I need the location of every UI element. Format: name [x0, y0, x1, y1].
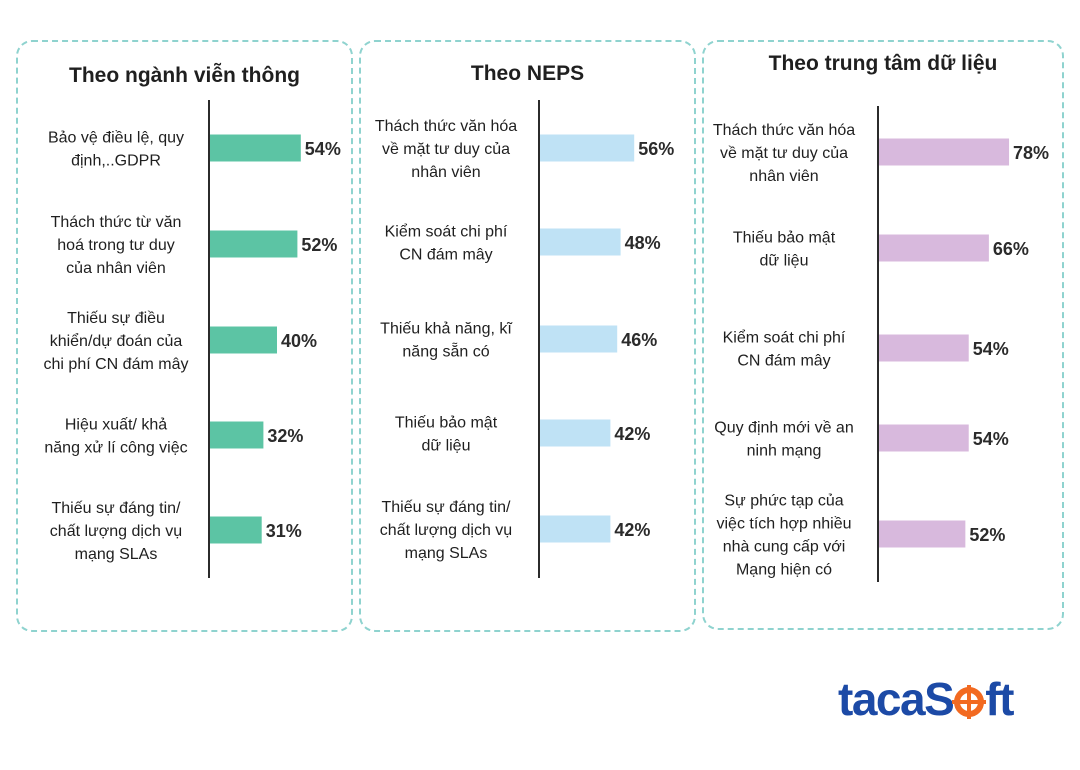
- category-label: Thách thức văn hóa về mặt tư duy của nhân …: [713, 122, 855, 185]
- value-label: 54%: [973, 339, 1009, 359]
- category-label-line: CN đám mây: [737, 353, 830, 370]
- tacasoft-logo: tacaS ft: [838, 672, 1048, 732]
- category-label-line: Thách thức từ văn: [51, 214, 182, 231]
- value-label: 66%: [993, 239, 1029, 259]
- panel-title-neps: Theo NEPS: [470, 62, 585, 85]
- category-label-line: Mạng hiện có: [736, 562, 832, 579]
- category-label: Thiếu bảo mật dữ liệu: [395, 415, 498, 455]
- category-label-line: Bảo vệ điều lệ, quy: [48, 130, 184, 147]
- logo-text-part3: ft: [985, 673, 1014, 725]
- value-label: 52%: [969, 525, 1005, 545]
- value-label: 42%: [614, 424, 650, 444]
- value-label: 46%: [621, 330, 657, 350]
- bar: [209, 230, 298, 258]
- category-label: Bảo vệ điều lệ, quy định,..GDPR: [48, 130, 184, 170]
- chart-1: 54% Bảo vệ điều lệ, quy định,..GDPR 52% Thác…: [44, 100, 341, 578]
- category-label-line: Kiểm soát chi phí: [385, 223, 508, 241]
- category-label: Kiểm soát chi phí CN đám mây: [385, 223, 508, 264]
- category-label-line: mạng SLAs: [405, 545, 488, 562]
- bar: [539, 134, 635, 162]
- category-label: Quy định mới về an ninh mạng: [714, 420, 853, 460]
- category-label-line: nhân viên: [411, 164, 480, 181]
- category-label: Thách thức từ văn hoá trong tư duy của nhâ…: [51, 214, 182, 277]
- value-label: 54%: [973, 429, 1009, 449]
- category-label-line: Thách thức văn hóa: [375, 118, 517, 135]
- category-label-line: Thiếu bảo mật: [395, 415, 498, 432]
- category-label-line: mạng SLAs: [75, 546, 158, 563]
- category-label-line: Hiệu xuất/ khả: [65, 417, 167, 434]
- category-label-line: năng sẵn có: [402, 342, 489, 361]
- value-label: 32%: [267, 426, 303, 446]
- category-label: Thiếu bảo mật dữ liệu: [733, 230, 836, 270]
- bar: [209, 421, 264, 449]
- bar: [878, 424, 969, 452]
- panel-title-datacenter: Theo trung tâm dữ liệu: [768, 52, 998, 75]
- value-label: 52%: [301, 235, 337, 255]
- category-label: Thiếu sự điều khiển/dự đoán của chi phí CN…: [44, 310, 189, 373]
- bar: [878, 520, 966, 548]
- category-label-line: của nhân viên: [66, 260, 166, 277]
- chart-3: 78% Thách thức văn hóa về mặt tư duy của nh…: [713, 106, 1049, 582]
- panel-datacenter: Theo trung tâm dữ liệu: [702, 40, 1064, 630]
- category-label-line: CN đám mây: [399, 247, 492, 264]
- logo-text-part2: S: [924, 673, 955, 725]
- category-label: Hiệu xuất/ khả năng xử lí công việc: [44, 417, 187, 457]
- category-label-line: Kiểm soát chi phí: [723, 329, 846, 347]
- category-label-line: Thách thức văn hóa: [713, 122, 855, 139]
- category-label-line: Thiếu sự điều: [67, 310, 165, 327]
- category-label-line: Thiếu sự đáng tin/: [381, 499, 511, 516]
- panel-telecom: Theo ngành viễn thông: [16, 40, 353, 632]
- category-label: Sự phức tạp của việc tích hợp nhiều nhà cu…: [716, 493, 851, 579]
- panel-title-telecom: Theo ngành viễn thông: [69, 64, 300, 87]
- category-label-line: về mặt tư duy của: [382, 141, 510, 158]
- category-label-line: ninh mạng: [747, 443, 822, 460]
- category-label-line: chất lượng dịch vụ: [50, 523, 182, 540]
- category-label-line: Thiếu sự đáng tin/: [51, 500, 181, 517]
- bar: [539, 419, 611, 447]
- bar: [539, 325, 618, 353]
- value-label: 54%: [305, 139, 341, 159]
- value-label: 78%: [1013, 143, 1049, 163]
- value-label: 48%: [625, 233, 661, 253]
- category-label-line: việc tích hợp nhiều: [716, 516, 851, 533]
- category-label-line: năng xử lí công việc: [44, 440, 187, 457]
- bar: [209, 516, 262, 544]
- category-label-line: Sự phức tạp của: [724, 493, 843, 510]
- category-label-line: định,..GDPR: [71, 153, 161, 170]
- category-label-line: Quy định mới về an: [714, 420, 853, 437]
- value-label: 56%: [638, 139, 674, 159]
- category-label-line: hoá trong tư duy: [57, 237, 174, 254]
- category-label-line: dữ liệu: [760, 253, 809, 270]
- category-label: Thách thức văn hóa về mặt tư duy của nhân …: [375, 118, 517, 181]
- category-label-line: Thiếu bảo mật: [733, 230, 836, 247]
- bar: [878, 234, 989, 262]
- value-label: 40%: [281, 331, 317, 351]
- category-label-line: Thiếu khả năng, kĩ: [380, 321, 513, 338]
- bar: [539, 515, 611, 543]
- bar: [539, 228, 621, 256]
- category-label-line: dữ liệu: [422, 438, 471, 455]
- logo-text-part1: taca: [838, 673, 926, 725]
- category-label-line: chất lượng dịch vụ: [380, 522, 512, 539]
- logo-gear-icon: [952, 685, 987, 719]
- category-label-line: khiển/dự đoán của: [50, 332, 183, 350]
- category-label: Thiếu sự đáng tin/chất lượng dịch vụ mạng…: [380, 499, 512, 562]
- category-label-line: nhân viên: [749, 168, 818, 185]
- category-label: Thiếu sự đáng tin/chất lượng dịch vụ mạng…: [50, 500, 182, 563]
- category-label-line: về mặt tư duy của: [720, 145, 848, 162]
- value-label: 31%: [266, 521, 302, 541]
- panel-neps: Theo NEPS: [359, 40, 696, 632]
- value-label: 42%: [614, 520, 650, 540]
- category-label: Kiểm soát chi phí CN đám mây: [723, 329, 846, 370]
- bar: [209, 134, 301, 162]
- chart-2: 56% Thách thức văn hóa về mặt tư duy của nh…: [375, 100, 674, 578]
- category-label-line: nhà cung cấp với: [723, 539, 846, 556]
- bar: [878, 138, 1010, 166]
- category-label-line: chi phí CN đám mây: [44, 356, 189, 373]
- category-label: Thiếu khả năng, kĩ năng sẵn có: [380, 321, 513, 361]
- bar: [878, 334, 969, 362]
- bar: [209, 326, 277, 354]
